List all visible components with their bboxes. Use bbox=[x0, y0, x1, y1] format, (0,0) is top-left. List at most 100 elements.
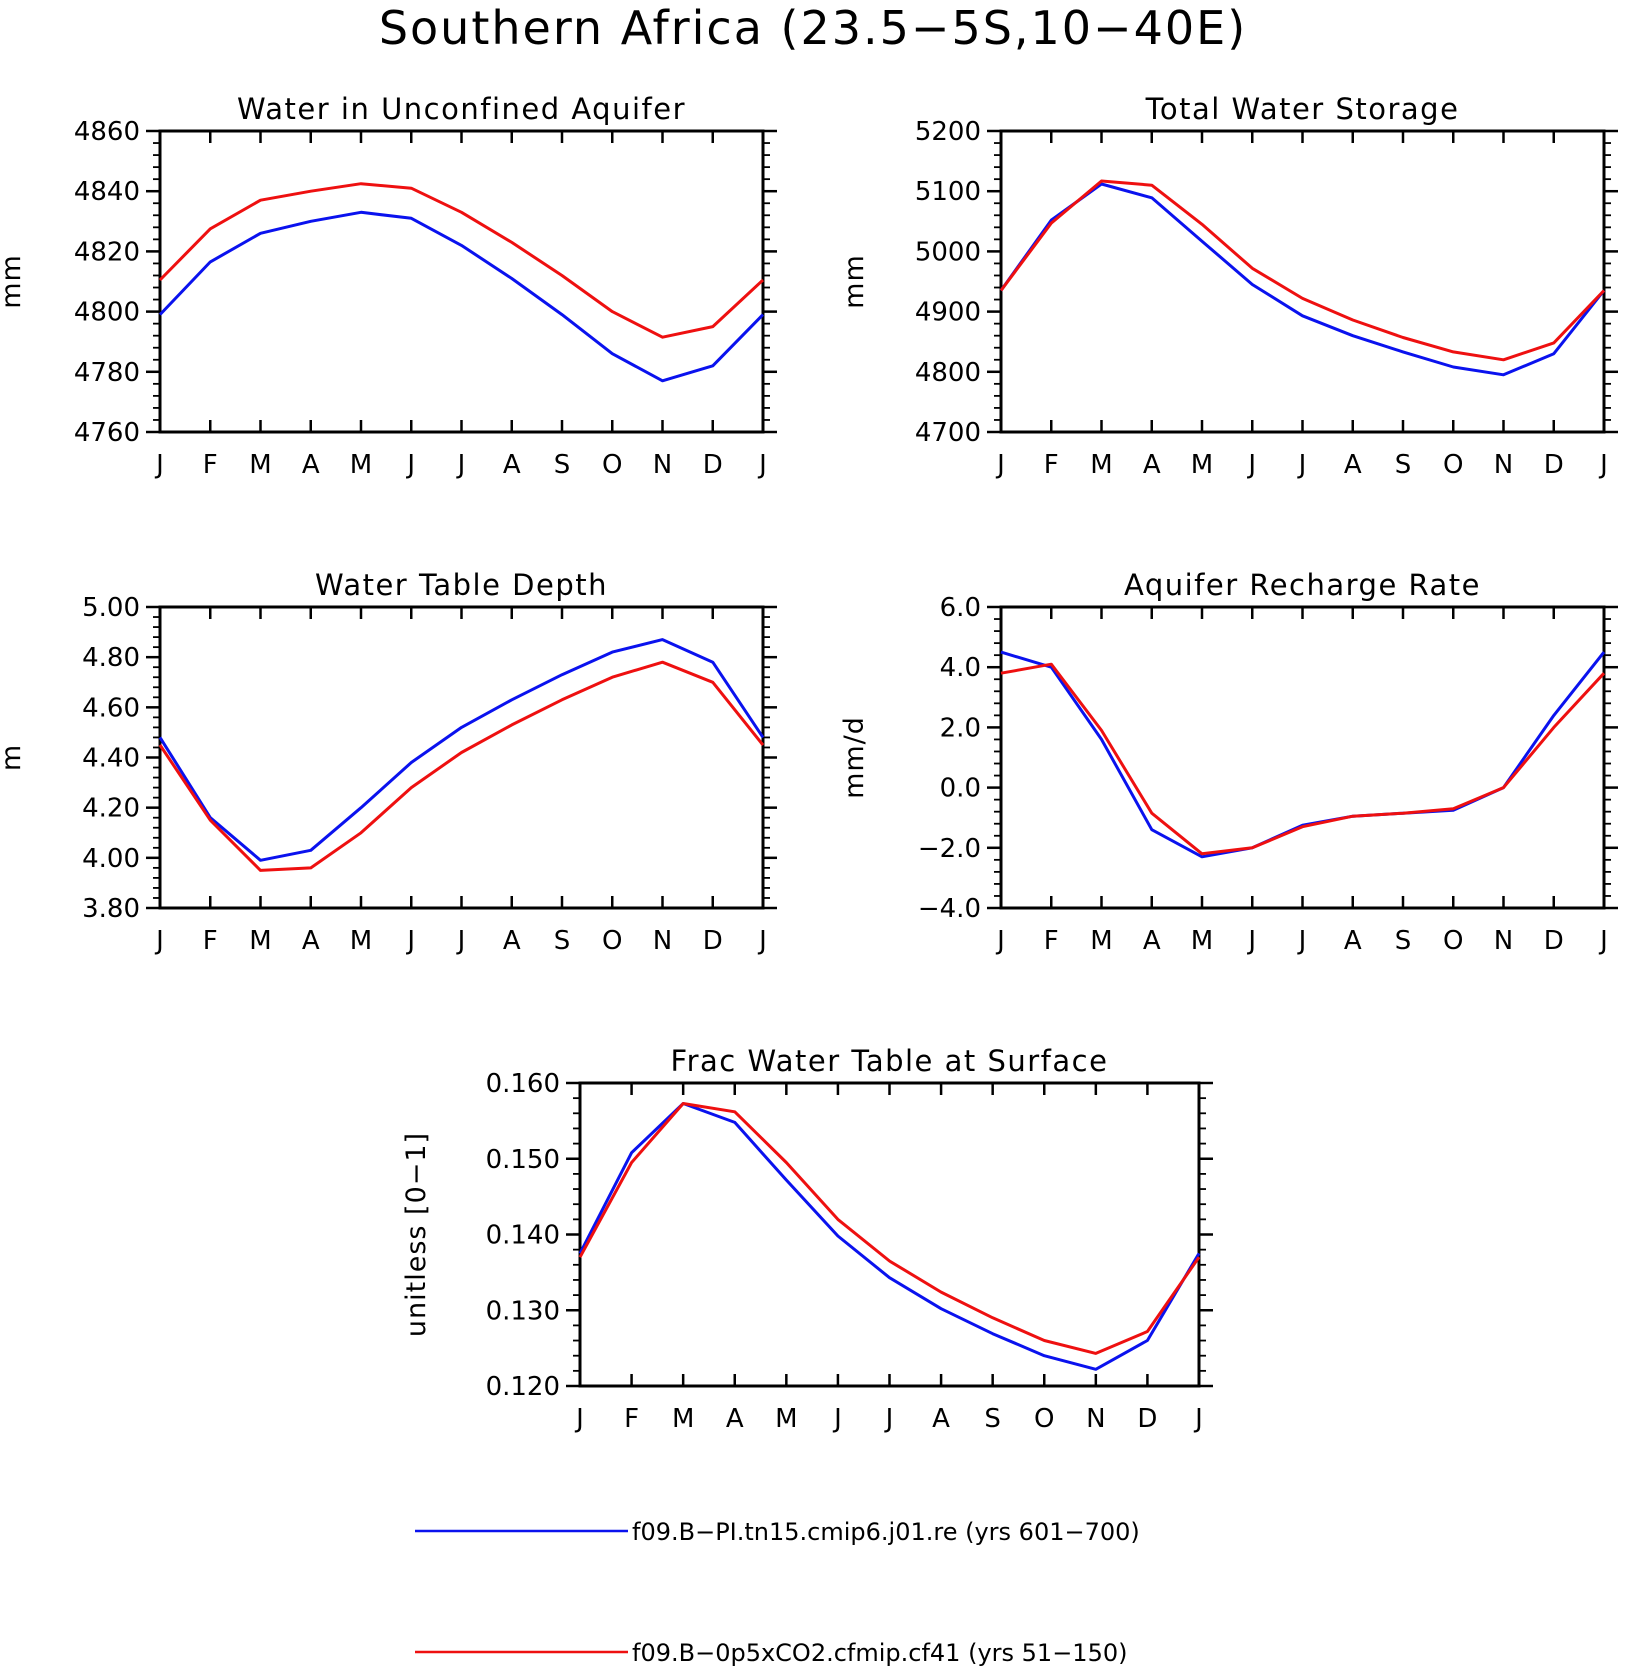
x-tick-label: S bbox=[1395, 450, 1412, 480]
x-tick-label: J bbox=[1297, 450, 1307, 480]
y-tick-label: 4800 bbox=[915, 358, 981, 388]
x-tick-label: O bbox=[1443, 450, 1463, 480]
plot-frame bbox=[158, 129, 765, 434]
legend-item-1: f09.B−PI.tn15.cmip6.j01.re (yrs 601−700) bbox=[415, 1518, 1140, 1546]
x-tick-label: D bbox=[1137, 1404, 1157, 1434]
x-tick-label: N bbox=[1086, 1404, 1105, 1434]
x-tick-label: M bbox=[350, 926, 372, 956]
x-tick-label: J bbox=[456, 450, 466, 480]
x-tick-label: A bbox=[1344, 926, 1362, 956]
x-tick-label: A bbox=[726, 1404, 744, 1434]
y-tick-label: 4.40 bbox=[82, 744, 140, 774]
x-tick-label: A bbox=[1344, 450, 1362, 480]
legend-item-2: f09.B−0p5xCO2.cfmip.cf41 (yrs 51−150) bbox=[415, 1639, 1127, 1667]
y-tick-label: 4700 bbox=[915, 418, 981, 448]
x-tick-label: O bbox=[602, 450, 622, 480]
x-tick-label: J bbox=[1598, 926, 1608, 956]
y-tick-label: 4800 bbox=[74, 298, 140, 328]
y-tick-label: 0.0 bbox=[940, 774, 981, 804]
y-tick-label: 0.150 bbox=[486, 1145, 560, 1175]
y-tick-label: 5000 bbox=[915, 237, 981, 267]
x-tick-label: O bbox=[1034, 1404, 1054, 1434]
x-tick-label: O bbox=[602, 926, 622, 956]
x-tick-label: M bbox=[1191, 926, 1213, 956]
y-tick-label: 0.130 bbox=[486, 1296, 560, 1326]
x-tick-label: J bbox=[1598, 450, 1608, 480]
y-tick-label: 4.60 bbox=[82, 693, 140, 723]
series-line-1 bbox=[578, 1102, 1201, 1371]
series-line-2 bbox=[999, 179, 1606, 362]
y-tick-label: 4860 bbox=[74, 117, 140, 147]
legend: f09.B−PI.tn15.cmip6.j01.re (yrs 601−700)… bbox=[415, 1518, 1140, 1667]
plot-frame bbox=[158, 605, 765, 910]
x-tick-label: J bbox=[995, 926, 1005, 956]
x-tick-label: F bbox=[1044, 450, 1059, 480]
y-tick-label: 6.0 bbox=[940, 593, 981, 623]
x-tick-label: O bbox=[1443, 926, 1463, 956]
y-tick-label: 4760 bbox=[74, 418, 140, 448]
x-tick-label: A bbox=[302, 926, 320, 956]
x-tick-label: M bbox=[1090, 926, 1112, 956]
panel-title: Total Water Storage bbox=[1145, 92, 1460, 126]
y-tick-label: 4900 bbox=[915, 298, 981, 328]
x-tick-label: M bbox=[350, 450, 372, 480]
x-tick-label: J bbox=[154, 450, 164, 480]
x-tick-label: J bbox=[757, 450, 767, 480]
x-tick-label: J bbox=[832, 1404, 842, 1434]
y-tick-label: 5.00 bbox=[82, 593, 140, 623]
x-tick-label: S bbox=[984, 1404, 1001, 1434]
y-tick-label: 5200 bbox=[915, 117, 981, 147]
panel-title: Water Table Depth bbox=[315, 568, 608, 602]
series-line-2 bbox=[158, 660, 765, 872]
x-tick-label: J bbox=[995, 450, 1005, 480]
x-tick-label: N bbox=[1494, 450, 1513, 480]
x-tick-label: A bbox=[1143, 926, 1161, 956]
series-line-2 bbox=[1000, 662, 1606, 856]
y-tick-label: 5100 bbox=[915, 177, 981, 207]
legend-label: f09.B−0p5xCO2.cfmip.cf41 (yrs 51−150) bbox=[632, 1639, 1127, 1667]
x-tick-label: J bbox=[757, 926, 767, 956]
x-tick-label: M bbox=[1191, 450, 1213, 480]
x-tick-label: S bbox=[554, 450, 571, 480]
x-tick-label: J bbox=[574, 1404, 584, 1434]
legend-label: f09.B−PI.tn15.cmip6.j01.re (yrs 601−700) bbox=[632, 1518, 1140, 1546]
x-tick-label: A bbox=[1143, 450, 1161, 480]
y-axis-label: mm bbox=[839, 254, 870, 309]
y-tick-label: −4.0 bbox=[918, 894, 981, 924]
x-tick-label: A bbox=[302, 450, 320, 480]
x-tick-label: A bbox=[932, 1404, 950, 1434]
x-tick-label: A bbox=[503, 450, 521, 480]
y-tick-label: 0.140 bbox=[486, 1221, 560, 1251]
y-tick-label: −2.0 bbox=[918, 834, 981, 864]
series-line-2 bbox=[578, 1102, 1201, 1355]
x-tick-label: F bbox=[203, 926, 218, 956]
series-line-1 bbox=[999, 182, 1606, 377]
x-tick-label: S bbox=[1395, 926, 1412, 956]
y-axis-label: m bbox=[0, 744, 27, 771]
x-tick-label: S bbox=[554, 926, 571, 956]
x-tick-label: J bbox=[405, 926, 415, 956]
y-tick-label: 4.20 bbox=[82, 794, 140, 824]
y-tick-label: 3.80 bbox=[82, 894, 140, 924]
plot-frame bbox=[999, 605, 1606, 910]
x-tick-label: N bbox=[653, 926, 672, 956]
x-tick-label: J bbox=[884, 1404, 894, 1434]
y-axis-label: mm/d bbox=[839, 716, 870, 799]
y-axis-label: mm bbox=[0, 254, 27, 309]
y-tick-label: 0.120 bbox=[486, 1372, 560, 1402]
x-tick-label: M bbox=[249, 926, 271, 956]
chart-panel-5: Frac Water Table at Surface unitless [0−1… bbox=[401, 1044, 1213, 1434]
series-line-1 bbox=[158, 638, 765, 862]
page-title: Southern Africa (23.5−5S,10−40E) bbox=[379, 1, 1247, 55]
y-tick-label: 2.0 bbox=[940, 713, 981, 743]
x-tick-label: J bbox=[154, 926, 164, 956]
x-tick-label: D bbox=[1544, 926, 1564, 956]
x-tick-label: N bbox=[653, 450, 672, 480]
x-tick-label: F bbox=[203, 450, 218, 480]
x-tick-label: J bbox=[1246, 926, 1256, 956]
x-tick-label: A bbox=[503, 926, 521, 956]
